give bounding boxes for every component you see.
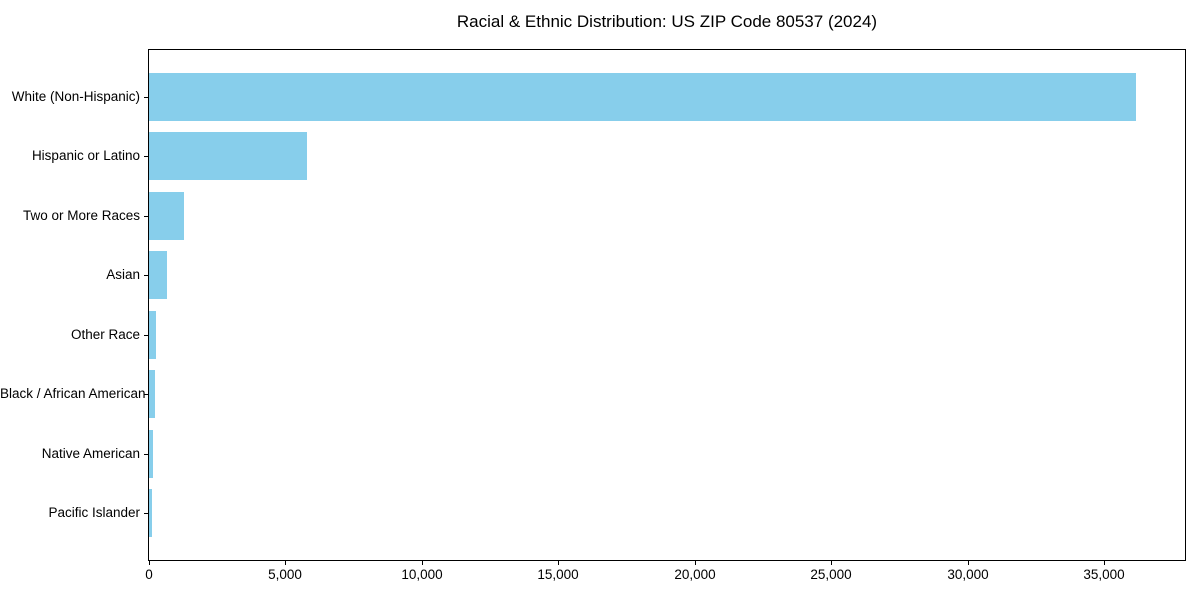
y-tick-label: Asian <box>106 267 140 282</box>
x-tick-mark <box>831 561 832 565</box>
y-tick-label: White (Non-Hispanic) <box>11 89 140 104</box>
y-tick-mark <box>144 156 148 157</box>
bar-asian <box>149 251 167 300</box>
x-tick-mark <box>968 561 969 565</box>
y-tick-mark <box>144 97 148 98</box>
y-tick-mark <box>144 454 148 455</box>
x-tick-mark <box>285 561 286 565</box>
y-tick-mark <box>144 394 148 395</box>
x-tick-mark <box>422 561 423 565</box>
bar-hispanic-or-latino <box>149 132 307 181</box>
bar-black-african-american <box>149 370 155 419</box>
x-tick-mark <box>1104 561 1105 565</box>
x-tick-label: 25,000 <box>810 567 852 582</box>
x-tick-mark <box>695 561 696 565</box>
x-tick-label: 5,000 <box>268 567 302 582</box>
y-tick-label: Hispanic or Latino <box>31 148 140 163</box>
x-tick-label: 20,000 <box>674 567 716 582</box>
bar-other-race <box>149 310 156 359</box>
bar-pacific-islander <box>149 489 152 538</box>
plot-area <box>148 49 1186 561</box>
y-tick-label: Black / African American <box>0 386 146 401</box>
chart-title: Racial & Ethnic Distribution: US ZIP Cod… <box>456 12 878 31</box>
y-tick-mark <box>144 216 148 217</box>
y-tick-label: Pacific Islander <box>48 505 140 520</box>
bar-white-non-hispanic <box>149 72 1136 121</box>
y-tick-mark <box>144 275 148 276</box>
y-tick-label: Other Race <box>70 327 140 342</box>
y-tick-label: Native American <box>41 446 140 461</box>
x-tick-label: 10,000 <box>401 567 443 582</box>
x-tick-label: 0 <box>145 567 153 582</box>
y-tick-mark <box>144 335 148 336</box>
x-tick-label: 35,000 <box>1083 567 1125 582</box>
bar-native-american <box>149 429 153 478</box>
x-tick-label: 30,000 <box>947 567 989 582</box>
y-tick-label: Two or More Races <box>22 208 140 223</box>
y-tick-mark <box>144 513 148 514</box>
x-tick-mark <box>558 561 559 565</box>
x-tick-label: 15,000 <box>537 567 579 582</box>
x-tick-mark <box>149 561 150 565</box>
bar-two-or-more-races <box>149 191 184 240</box>
